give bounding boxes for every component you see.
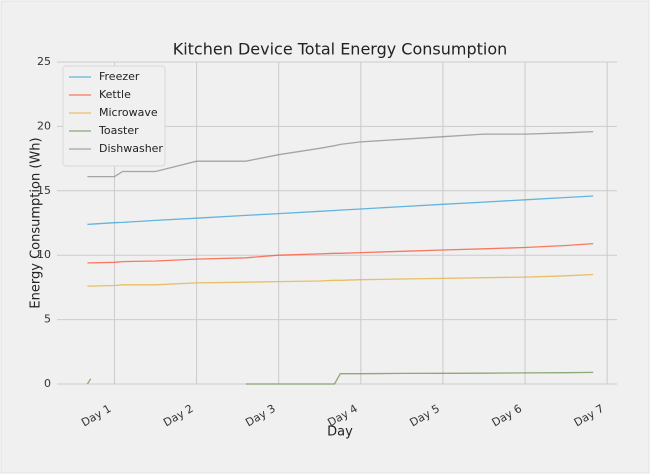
legend-label: Freezer — [99, 70, 140, 83]
x-axis-label: Day — [327, 425, 353, 440]
legend-label: Toaster — [98, 124, 139, 137]
legend: Freezer Kettle Microwave Toaster Dishwasher — [62, 65, 166, 167]
y-axis-label: Energy Consumption (Wh) — [29, 137, 44, 308]
y-tick-label: 25 — [37, 55, 51, 68]
series-line — [87, 195, 594, 225]
y-tick-label: 5 — [44, 313, 51, 326]
series-line — [87, 273, 594, 287]
y-tick-label: 10 — [37, 248, 51, 261]
chart-title: Kitchen Device Total Energy Consumption — [173, 40, 508, 59]
y-tick-label: 15 — [37, 184, 51, 197]
series-line — [86, 371, 594, 385]
y-tick-label: 20 — [37, 119, 51, 132]
legend-box — [62, 65, 166, 167]
series-line — [87, 130, 594, 178]
series-line — [87, 242, 594, 264]
y-tick-label: 0 — [44, 377, 51, 390]
legend-label: Microwave — [99, 106, 158, 119]
legend-label: Kettle — [99, 88, 131, 101]
legend-label: Dishwasher — [99, 142, 163, 155]
plot-lines — [86, 130, 594, 385]
